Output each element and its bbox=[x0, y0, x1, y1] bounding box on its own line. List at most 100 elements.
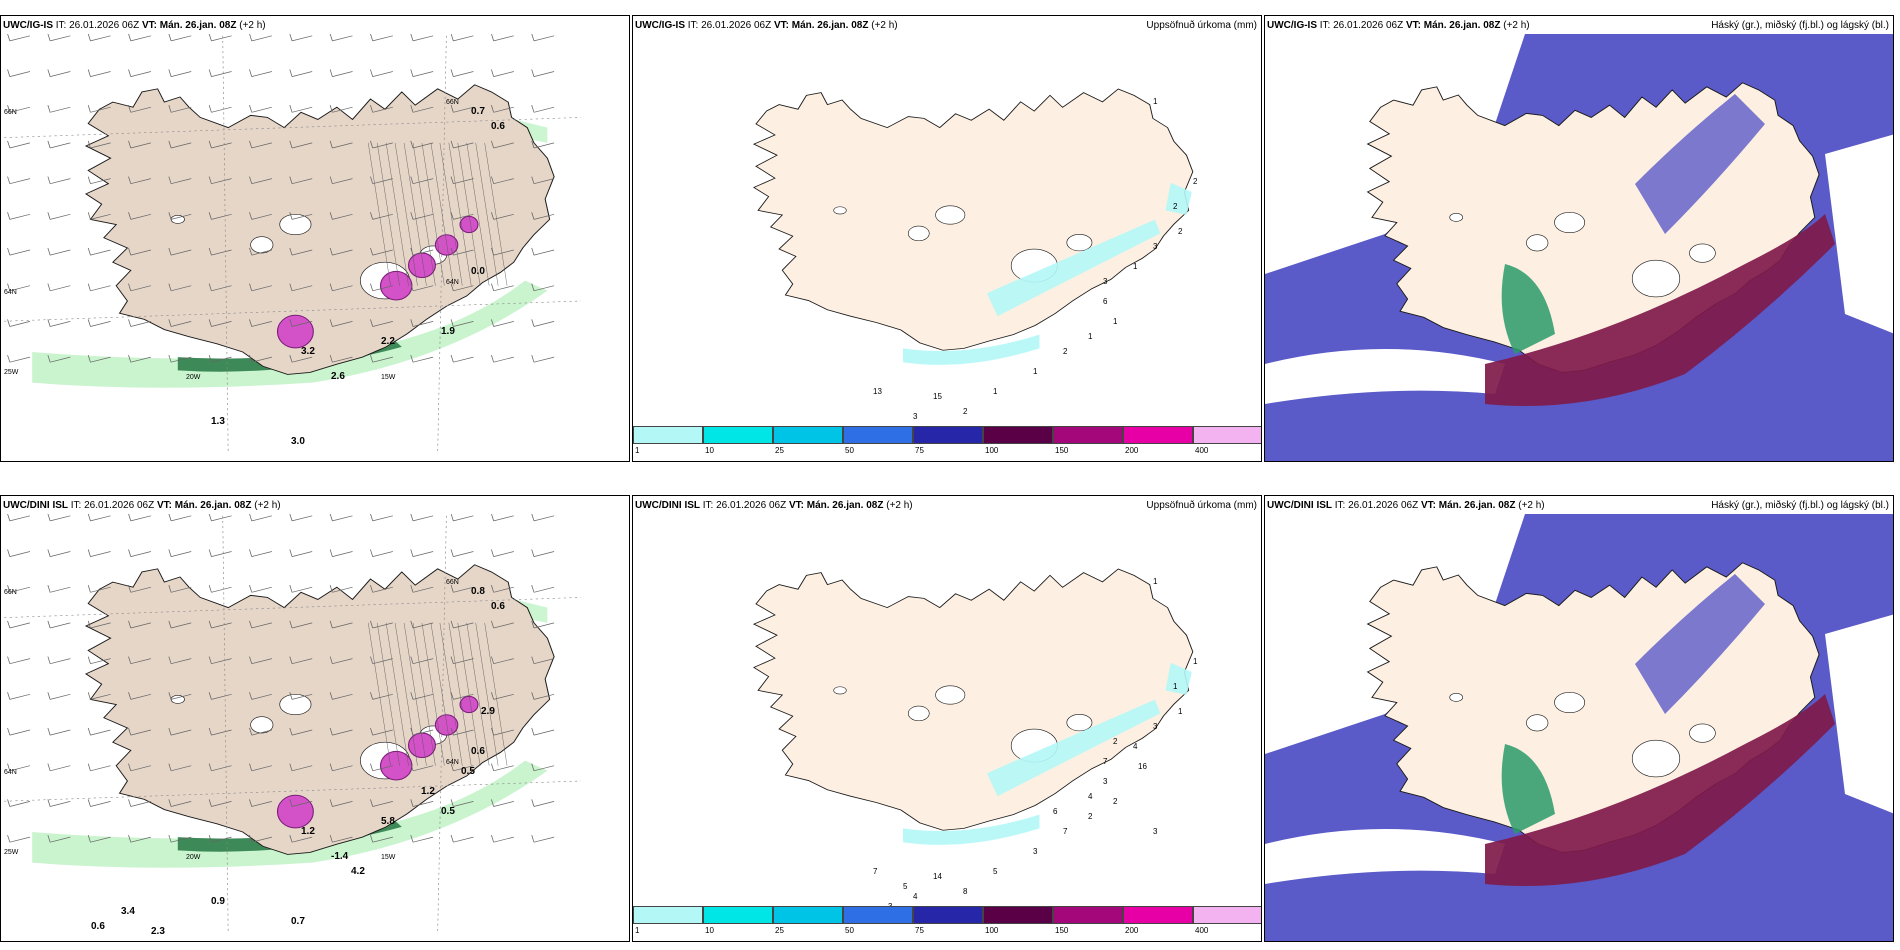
wind-barb-shaft bbox=[251, 836, 272, 843]
wind-barb bbox=[87, 799, 111, 807]
wind-barb-flag bbox=[450, 247, 454, 256]
wind-barb bbox=[47, 763, 71, 772]
wind-barb bbox=[410, 283, 434, 292]
precip-panel-igis[interactable]: UWC/IG-IS IT: 26.01.2026 06Z VT: Mán. 26… bbox=[632, 15, 1262, 462]
wind-barb-flag bbox=[289, 283, 293, 291]
wind-barb-shaft bbox=[130, 586, 152, 593]
legend-swatch bbox=[1053, 426, 1123, 444]
wind-barb-shaft bbox=[50, 693, 71, 700]
wind-barb-flag bbox=[87, 585, 91, 593]
wind-barb-flag bbox=[87, 69, 91, 77]
legend-swatch bbox=[843, 906, 913, 924]
wind-barb bbox=[410, 105, 434, 113]
snow-intensity-core bbox=[379, 750, 413, 781]
legend-label: 200 bbox=[1125, 926, 1139, 935]
wind-barb bbox=[47, 585, 71, 593]
wind-barb-shaft bbox=[493, 71, 514, 77]
wind-barb bbox=[47, 140, 71, 149]
wind-barb bbox=[531, 247, 555, 256]
wind-barb-shaft bbox=[251, 586, 272, 593]
wind-barb-shaft bbox=[90, 142, 111, 149]
wind-barb-shaft bbox=[372, 213, 393, 220]
snow-intensity-core bbox=[434, 714, 459, 736]
wind-barb-shaft bbox=[493, 106, 514, 113]
wind-barb-flag bbox=[87, 140, 91, 149]
wind-barb bbox=[329, 620, 353, 629]
wind-barb bbox=[47, 514, 71, 522]
wind-barb-shaft bbox=[291, 586, 313, 593]
wind-barb bbox=[289, 354, 313, 363]
map-projection-group bbox=[752, 88, 1194, 365]
cloud-panel-dini[interactable]: UWC/DINI ISL IT: 26.01.2026 06Z VT: Mán.… bbox=[1264, 495, 1894, 942]
precip-panel-dini[interactable]: UWC/DINI ISL IT: 26.01.2026 06Z VT: Mán.… bbox=[632, 495, 1262, 942]
wind-barb bbox=[47, 34, 71, 42]
wind-barb-flag bbox=[47, 549, 51, 557]
precip-shade bbox=[1165, 662, 1192, 695]
wind-barb-shaft bbox=[50, 356, 71, 363]
wind-barb-shaft bbox=[211, 321, 232, 327]
wind-barb bbox=[531, 692, 555, 700]
clear-sky-area bbox=[1825, 134, 1893, 334]
wind-precip-panel-igis[interactable]: UWC/IG-IS IT: 26.01.2026 06Z VT: Mán. 26… bbox=[0, 15, 630, 462]
wind-barb bbox=[168, 692, 192, 700]
wind-barb-flag bbox=[450, 692, 454, 700]
legend-swatch bbox=[633, 906, 703, 924]
mid-cloud-band bbox=[1485, 694, 1835, 886]
wind-barb bbox=[410, 549, 434, 557]
wind-barb-shaft bbox=[453, 765, 474, 772]
wind-barb bbox=[168, 727, 192, 736]
wind-barb-shaft bbox=[372, 35, 393, 42]
wind-barb-shaft bbox=[533, 836, 555, 843]
wind-barb-flag bbox=[491, 34, 495, 41]
wind-barb bbox=[450, 105, 474, 113]
wind-barb bbox=[47, 549, 71, 557]
wind-barb-shaft bbox=[130, 801, 152, 807]
hatch-line bbox=[367, 622, 391, 766]
wind-barb bbox=[450, 692, 474, 700]
wind-barb-shaft bbox=[533, 515, 555, 522]
wind-barb-shaft bbox=[453, 658, 474, 665]
wind-barb bbox=[208, 212, 232, 220]
hatch-line bbox=[484, 142, 508, 286]
wind-barb-flag bbox=[531, 34, 535, 41]
wind-barb-shaft bbox=[9, 356, 31, 363]
wind-barb bbox=[410, 354, 434, 363]
precip-total-label: 7 bbox=[1063, 827, 1068, 836]
wind-barb-shaft bbox=[9, 658, 31, 665]
wind-barb-flag bbox=[168, 176, 172, 184]
snow-intensity-core bbox=[276, 794, 314, 829]
wind-barb bbox=[128, 319, 152, 327]
wind-barb bbox=[128, 834, 152, 843]
wind-barb bbox=[410, 212, 434, 220]
wind-barb-shaft bbox=[493, 321, 514, 327]
wind-barb-shaft bbox=[372, 285, 393, 292]
hatch-line bbox=[430, 622, 454, 766]
wind-barb-shaft bbox=[372, 142, 393, 149]
wind-barb-flag bbox=[370, 656, 374, 664]
wind-barb-flag bbox=[450, 727, 454, 736]
wind-barb-flag bbox=[410, 212, 414, 220]
wind-barb-flag bbox=[249, 319, 253, 327]
low-cloud-patch bbox=[1635, 574, 1765, 714]
wind-barb-shaft bbox=[170, 35, 192, 42]
wind-barb-flag bbox=[531, 140, 535, 149]
wind-barb-shaft bbox=[50, 213, 71, 220]
wind-barb-flag bbox=[47, 247, 51, 256]
wind-barb bbox=[410, 799, 434, 807]
wind-barb bbox=[289, 140, 313, 149]
precip-total-label: 16 bbox=[1138, 762, 1147, 771]
wind-barb-flag bbox=[491, 283, 495, 291]
wind-barb-flag bbox=[249, 69, 253, 77]
wind-barb-shaft bbox=[372, 836, 393, 843]
wind-barb-shaft bbox=[170, 729, 192, 736]
wind-barb bbox=[289, 176, 313, 185]
wind-precip-panel-dini[interactable]: UWC/DINI ISL IT: 26.01.2026 06Z VT: Mán.… bbox=[0, 495, 630, 942]
wind-barb-shaft bbox=[332, 249, 353, 256]
wind-barb-shaft bbox=[50, 71, 71, 77]
wind-barb bbox=[7, 585, 31, 593]
cloud-panel-igis[interactable]: UWC/IG-IS IT: 26.01.2026 06Z VT: Mán. 26… bbox=[1264, 15, 1894, 462]
precip-total-label: 1 bbox=[1033, 367, 1038, 376]
wind-barb-shaft bbox=[372, 622, 393, 629]
legend-label: 50 bbox=[845, 926, 854, 935]
wind-barb-flag bbox=[289, 585, 293, 593]
